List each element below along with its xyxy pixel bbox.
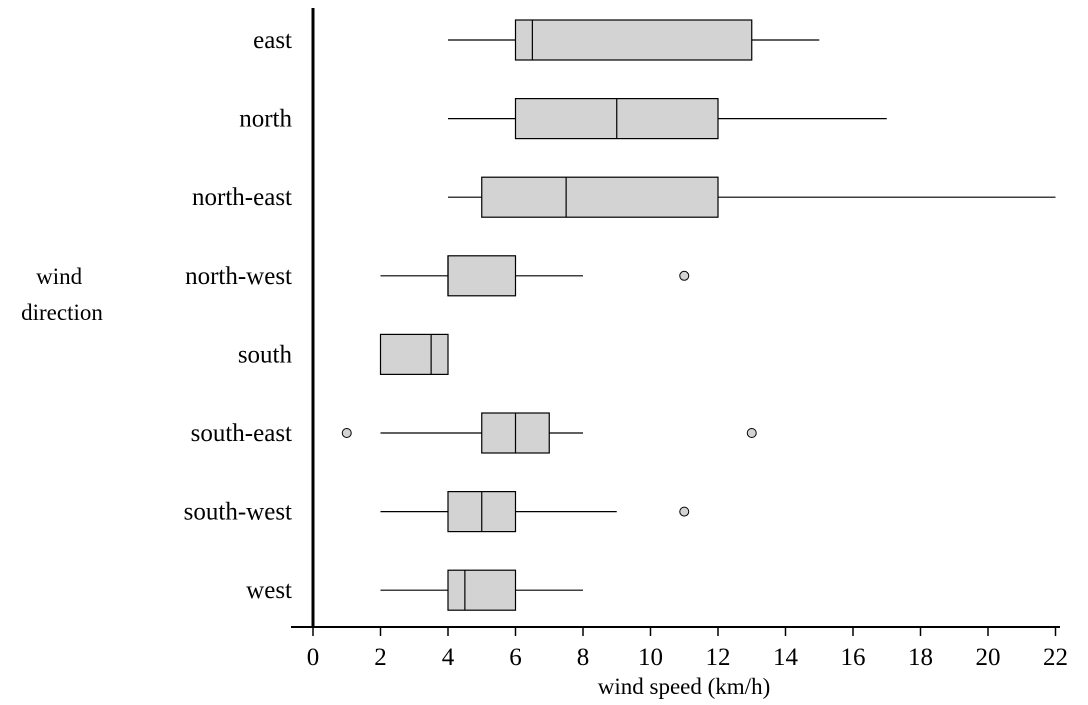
category-label: north [239,106,292,133]
box-south [379,333,449,375]
outlier-point [341,428,352,438]
boxes [341,19,1056,611]
category-label: north-west [185,263,292,290]
x-tick-label: 2 [374,644,387,671]
x-tick-label: 20 [976,644,1001,671]
box-east [448,19,820,61]
x-tick-label: 8 [577,644,590,671]
box-north-west [380,255,690,297]
iqr-box [379,333,449,375]
iqr-box [481,176,719,218]
iqr-box [447,255,517,297]
box-north [448,97,887,140]
iqr-box [514,19,753,61]
outlier-point [679,270,690,281]
x-axis-title: wind speed (km/h) [598,674,770,699]
x-tick-label: 4 [442,644,455,671]
y-axis-title-line1: wind [36,264,83,289]
category-label: east [253,27,292,54]
category-label: west [246,577,292,604]
x-tick-label: 14 [773,644,799,671]
box-west [380,569,583,611]
x-tick-label: 10 [638,644,663,671]
x-tick-label: 12 [706,644,731,671]
x-tick-label: 16 [841,644,866,671]
x-tick-label: 18 [908,644,933,671]
category-label: south-east [191,420,292,447]
outlier-point [679,506,690,517]
x-tick-label: 0 [307,644,320,671]
y-axis-title: wind direction [21,264,103,325]
x-axis-ticks: 0 2 4 6 8 10 12 14 16 18 20 22 [307,627,1068,671]
category-label: north-east [192,184,292,211]
category-label: south-west [184,499,292,526]
x-tick-label: 22 [1043,644,1068,671]
outlier-point [746,428,757,438]
iqr-box [447,569,517,611]
box-south-east [341,412,757,454]
x-tick-label: 6 [509,644,522,671]
y-axis-title-line2: direction [21,300,103,325]
box-north-east [448,176,1056,218]
box-south-west [380,491,690,533]
category-labels: east north north-east north-west south south-… [184,27,293,604]
category-label: south [238,341,293,368]
